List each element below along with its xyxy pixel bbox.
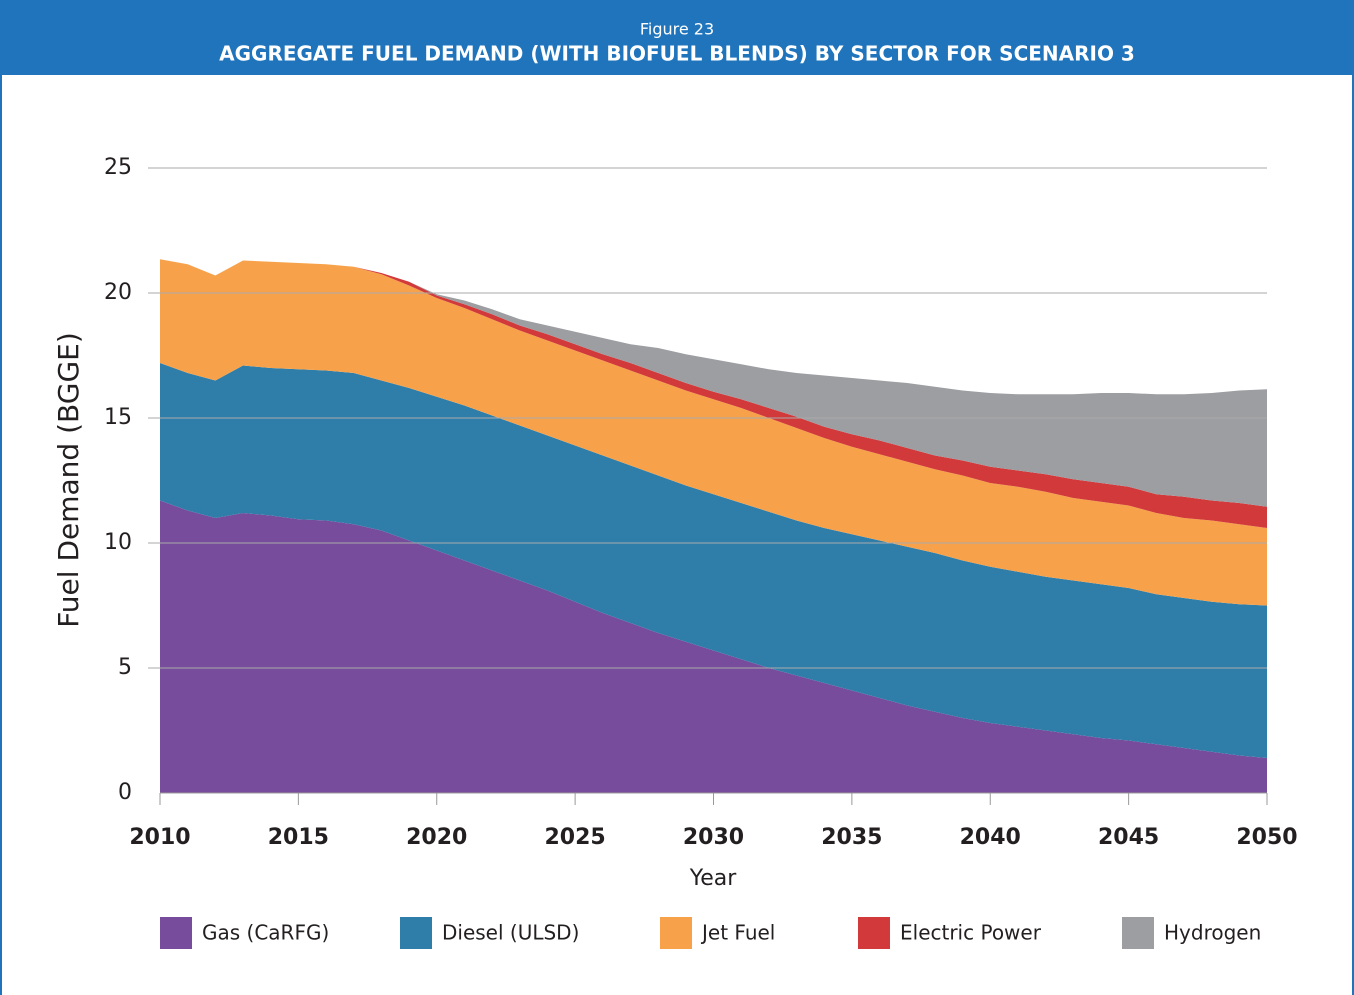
legend-swatch [858, 917, 890, 949]
legend-swatch [160, 917, 192, 949]
legend-label: Hydrogen [1164, 921, 1261, 945]
header-bar [0, 0, 1354, 75]
chart-title: AGGREGATE FUEL DEMAND (WITH BIOFUEL BLEN… [219, 42, 1135, 66]
x-tick-label: 2025 [545, 825, 606, 850]
legend-swatch [660, 917, 692, 949]
legend-swatch [1122, 917, 1154, 949]
legend-label: Gas (CaRFG) [202, 921, 329, 945]
y-tick-label: 10 [104, 530, 132, 555]
area [160, 363, 1267, 758]
x-tick-label: 2050 [1236, 825, 1297, 850]
legend-label: Jet Fuel [700, 921, 775, 945]
y-tick-label: 25 [104, 155, 132, 180]
area [160, 259, 1267, 528]
area [160, 259, 1267, 606]
legend-swatch [400, 917, 432, 949]
y-tick-label: 0 [118, 780, 132, 805]
figure-label: Figure 23 [640, 20, 714, 39]
area [160, 259, 1267, 507]
area [160, 500, 1267, 793]
x-tick-label: 2035 [821, 825, 882, 850]
x-tick-label: 2015 [268, 825, 329, 850]
x-tick-label: 2030 [683, 825, 744, 850]
legend-label: Electric Power [900, 921, 1042, 945]
x-axis-label: Year [689, 866, 738, 891]
x-tick-label: 2020 [406, 825, 467, 850]
legend-label: Diesel (ULSD) [442, 921, 579, 945]
y-tick-label: 15 [104, 405, 132, 430]
y-tick-label: 5 [118, 655, 132, 680]
y-axis-label: Fuel Demand (BGGE) [52, 332, 85, 628]
x-tick-label: 2010 [129, 825, 190, 850]
x-tick-label: 2045 [1098, 825, 1159, 850]
plot-area [160, 259, 1267, 793]
x-tick-label: 2040 [960, 825, 1021, 850]
y-tick-label: 20 [104, 280, 132, 305]
